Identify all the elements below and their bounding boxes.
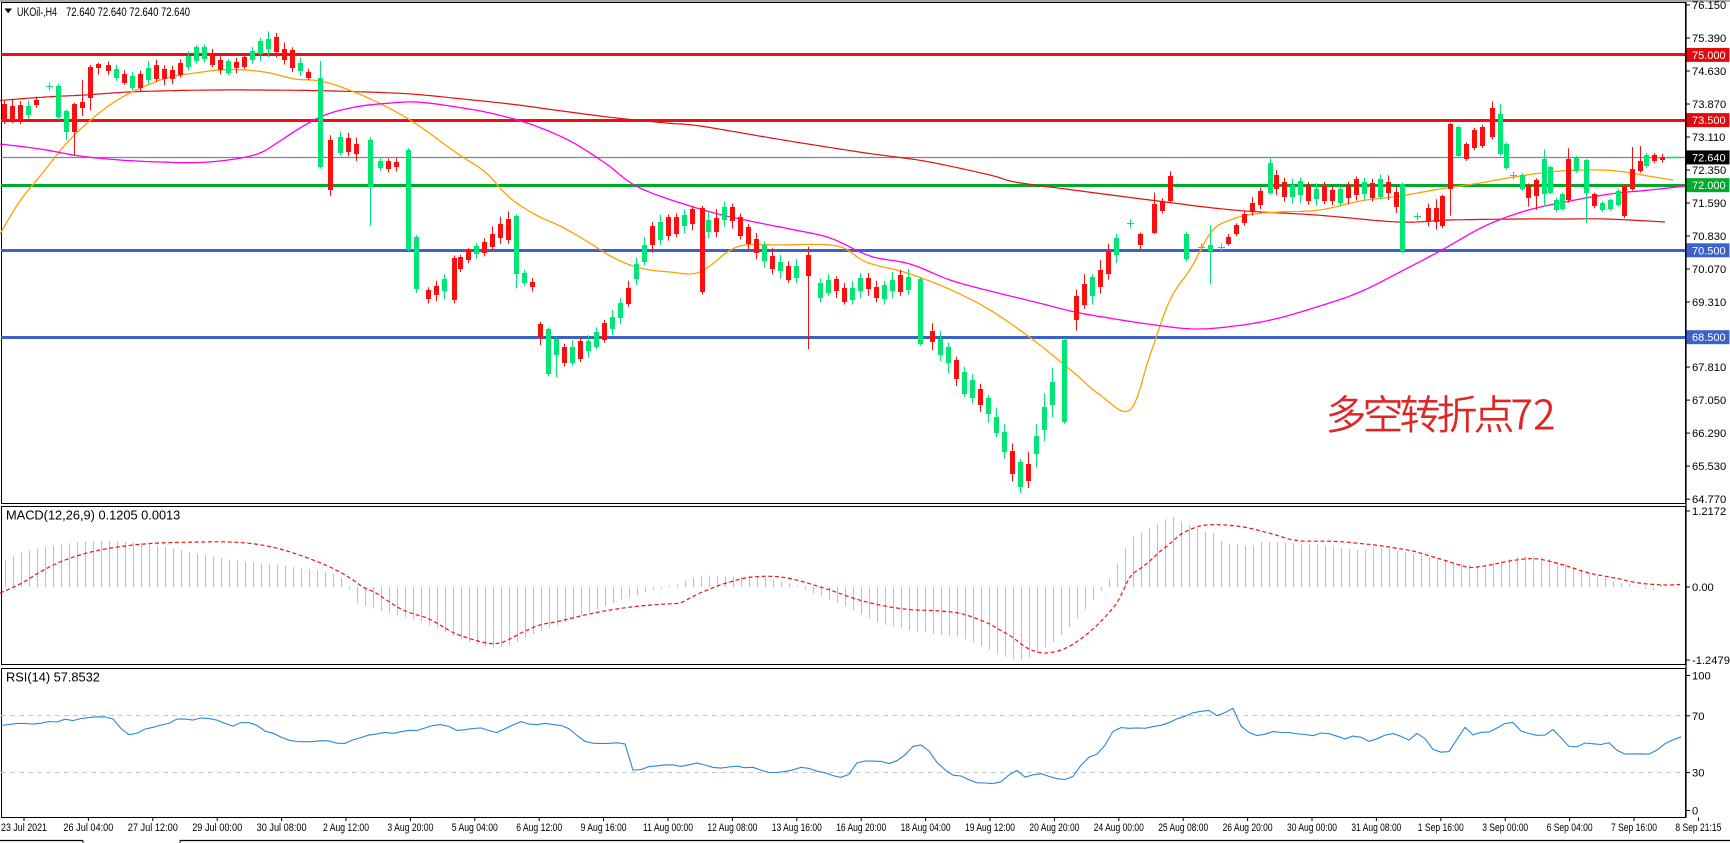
svg-text:70.830: 70.830	[1692, 231, 1726, 243]
svg-text:74.630: 74.630	[1692, 66, 1726, 78]
svg-text:30 Aug 00:00: 30 Aug 00:00	[1287, 822, 1337, 834]
svg-text:MACD(12,26,9) 0.1205 0.0013: MACD(12,26,9) 0.1205 0.0013	[6, 508, 180, 523]
svg-text:0.00: 0.00	[1692, 582, 1714, 594]
svg-text:75.390: 75.390	[1692, 33, 1726, 45]
svg-text:30: 30	[1692, 768, 1704, 780]
svg-text:72.640 72.640 72.640 72.640: 72.640 72.640 72.640 72.640	[66, 7, 190, 19]
svg-text:71.590: 71.590	[1692, 198, 1726, 210]
svg-text:75.000: 75.000	[1692, 50, 1726, 62]
svg-text:23 Jul 2021: 23 Jul 2021	[1, 822, 47, 834]
svg-text:9 Aug 16:00: 9 Aug 16:00	[581, 822, 627, 834]
svg-text:3 Sep 00:00: 3 Sep 00:00	[1482, 822, 1528, 834]
svg-text:1 Sep 16:00: 1 Sep 16:00	[1418, 822, 1464, 834]
svg-text:UKOil-,H4: UKOil-,H4	[17, 7, 57, 19]
svg-text:69.310: 69.310	[1692, 297, 1726, 309]
svg-text:64.770: 64.770	[1692, 494, 1726, 506]
svg-text:70.500: 70.500	[1692, 245, 1726, 257]
svg-text:70.070: 70.070	[1692, 264, 1726, 276]
svg-text:0: 0	[1692, 806, 1698, 818]
svg-text:31 Aug 08:00: 31 Aug 08:00	[1351, 822, 1401, 834]
svg-text:27 Jul 12:00: 27 Jul 12:00	[128, 822, 178, 834]
svg-text:72.350: 72.350	[1692, 165, 1726, 177]
svg-text:73.870: 73.870	[1692, 99, 1726, 111]
svg-text:24 Aug 00:00: 24 Aug 00:00	[1094, 822, 1144, 834]
svg-text:2 Aug 12:00: 2 Aug 12:00	[323, 822, 369, 834]
svg-text:73.110: 73.110	[1692, 132, 1725, 144]
svg-text:72.640: 72.640	[1692, 152, 1726, 164]
svg-text:RSI(14) 57.8532: RSI(14) 57.8532	[6, 670, 100, 685]
svg-text:6 Aug 12:00: 6 Aug 12:00	[516, 822, 562, 834]
svg-text:7 Sep 16:00: 7 Sep 16:00	[1611, 822, 1657, 834]
svg-text:1.2172: 1.2172	[1692, 506, 1726, 518]
svg-text:66.290: 66.290	[1692, 428, 1726, 440]
svg-text:67.810: 67.810	[1692, 362, 1726, 374]
svg-text:8 Sep 21:15: 8 Sep 21:15	[1675, 822, 1721, 834]
svg-text:72.000: 72.000	[1692, 180, 1726, 192]
svg-text:20 Aug 20:00: 20 Aug 20:00	[1029, 822, 1079, 834]
svg-text:26 Aug 20:00: 26 Aug 20:00	[1223, 822, 1273, 834]
svg-text:67.050: 67.050	[1692, 395, 1726, 407]
svg-text:65.530: 65.530	[1692, 461, 1726, 473]
svg-text:19 Aug 12:00: 19 Aug 12:00	[965, 822, 1015, 834]
svg-text:-1.2479: -1.2479	[1692, 655, 1730, 667]
svg-text:68.500: 68.500	[1692, 332, 1726, 344]
svg-text:29 Jul 00:00: 29 Jul 00:00	[192, 822, 242, 834]
svg-text:26 Jul 04:00: 26 Jul 04:00	[63, 822, 113, 834]
svg-text:16 Aug 20:00: 16 Aug 20:00	[836, 822, 886, 834]
svg-text:12 Aug 08:00: 12 Aug 08:00	[707, 822, 757, 834]
svg-text:25 Aug 08:00: 25 Aug 08:00	[1158, 822, 1208, 834]
svg-text:73.500: 73.500	[1692, 115, 1726, 127]
svg-text:100: 100	[1692, 671, 1711, 683]
svg-text:30 Jul 08:00: 30 Jul 08:00	[257, 822, 307, 834]
svg-text:18 Aug 04:00: 18 Aug 04:00	[901, 822, 951, 834]
svg-text:3 Aug 20:00: 3 Aug 20:00	[387, 822, 433, 834]
svg-text:76.150: 76.150	[1692, 0, 1726, 12]
svg-text:6 Sep 04:00: 6 Sep 04:00	[1547, 822, 1593, 834]
svg-text:5 Aug 04:00: 5 Aug 04:00	[452, 822, 498, 834]
svg-text:11 Aug 00:00: 11 Aug 00:00	[643, 822, 693, 834]
svg-text:70: 70	[1692, 711, 1704, 723]
svg-text:13 Aug 16:00: 13 Aug 16:00	[772, 822, 822, 834]
